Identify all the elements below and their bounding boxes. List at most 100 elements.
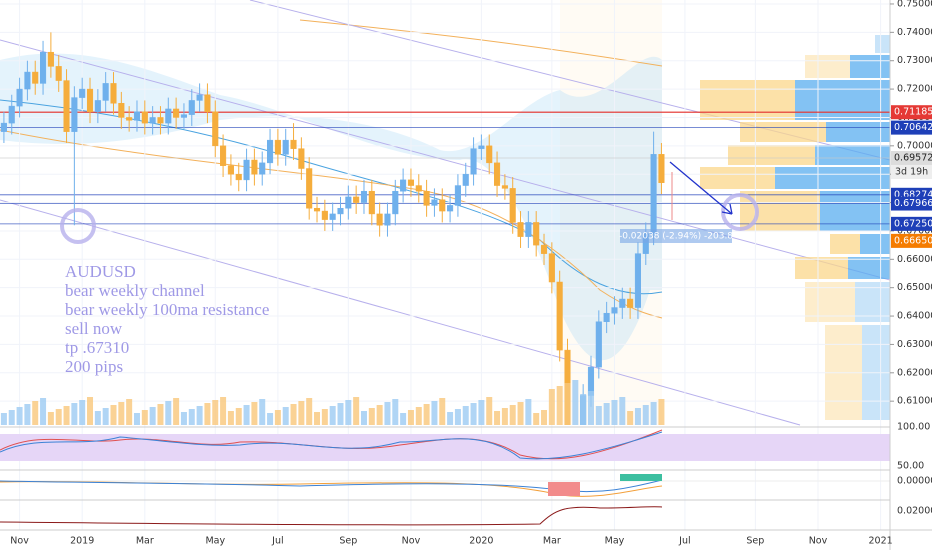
volume-bar [110, 405, 117, 425]
volume-bar [423, 404, 430, 425]
x-tick-label: May [605, 536, 625, 547]
volume-bar [572, 380, 579, 425]
volume-bar [658, 399, 665, 425]
volume-bar [8, 410, 15, 425]
candle-body [353, 196, 360, 203]
candle-body [447, 205, 454, 212]
x-tick-label: Mar [543, 536, 561, 547]
volume-bar [204, 403, 211, 425]
volume-bar [486, 397, 493, 425]
candle-body [180, 114, 187, 118]
volume-bar [415, 407, 422, 425]
volume-bar [494, 411, 501, 425]
price-tag-label: 0.71185 [894, 107, 932, 118]
atr-line [0, 506, 663, 526]
price-tag [891, 233, 932, 248]
volume-bar [353, 397, 360, 425]
price-tag [891, 105, 932, 120]
volume-bar [274, 410, 281, 425]
volume-bar [595, 406, 602, 425]
candle-body [196, 94, 203, 101]
highlight-region [560, 0, 662, 425]
candle-body [227, 165, 234, 175]
volume-bar [55, 409, 62, 425]
arrow-head [721, 203, 733, 215]
volume-bar [40, 398, 47, 425]
candle-body [290, 139, 297, 149]
x-tick-label: 2021 [869, 536, 893, 547]
candle-body [16, 88, 23, 107]
candle-body [110, 83, 117, 104]
volume-bar [611, 400, 618, 425]
candle-body [149, 117, 156, 124]
volume-bar [71, 403, 78, 425]
candle-body [501, 185, 508, 189]
candle-body [212, 111, 219, 147]
candle-body [282, 139, 289, 155]
candle-body [329, 213, 336, 220]
candle-body [32, 71, 39, 84]
volume-bar [212, 400, 219, 425]
price-tag [891, 150, 932, 165]
volume-bar [259, 399, 266, 425]
countdown-box [891, 164, 932, 179]
volume-bar [149, 407, 156, 425]
candle-body [619, 298, 626, 308]
x-tick-label: Jul [271, 536, 283, 547]
volume-bar [165, 401, 172, 425]
candle-body [173, 108, 180, 118]
annotation-line: sell now [65, 319, 123, 338]
candle-body [454, 185, 461, 206]
candle-body [321, 210, 328, 220]
volume-bar [87, 397, 94, 425]
candle-body [0, 122, 7, 132]
volume-bar [517, 402, 524, 425]
volume-bar [0, 413, 7, 425]
price-tag [891, 120, 932, 135]
candle-body [102, 83, 109, 101]
candle-body [141, 111, 148, 124]
measure-label: -0.02038 (-2.94%) -203.8 [619, 232, 733, 242]
candle-body [462, 173, 469, 186]
volume-bar [306, 398, 313, 425]
volume-bar [564, 383, 571, 425]
stoch-band [0, 434, 890, 461]
candle-body [384, 213, 391, 226]
candle-body [392, 190, 399, 215]
volume-bar [376, 405, 383, 425]
candle-body [337, 207, 344, 215]
x-tick-label: Nov [809, 536, 828, 547]
candle-body [71, 97, 78, 132]
macd-line [0, 479, 663, 493]
candle-body [540, 244, 548, 254]
channel-line [0, 39, 891, 281]
volume-bar [392, 399, 399, 425]
price-tag-label: 0.67250 [894, 218, 932, 229]
volume-bar [118, 402, 125, 425]
candle-body [63, 80, 70, 132]
candle-body [478, 145, 485, 149]
candle-body [595, 321, 602, 368]
candle-body [55, 66, 62, 81]
volume-bar [470, 403, 477, 425]
candle-body [274, 139, 281, 155]
volume-bar [63, 406, 70, 425]
volume-bar [267, 413, 274, 425]
candle-body [634, 253, 642, 308]
volume-bar [243, 405, 250, 425]
x-tick-label: Sep [746, 536, 764, 547]
candle-body [235, 173, 242, 181]
candle-body [525, 222, 532, 237]
candle-body [407, 179, 414, 186]
annotation-line: 200 pips [65, 357, 123, 376]
annotation-line: AUDUSD [65, 262, 136, 281]
volume-bar [368, 408, 375, 425]
